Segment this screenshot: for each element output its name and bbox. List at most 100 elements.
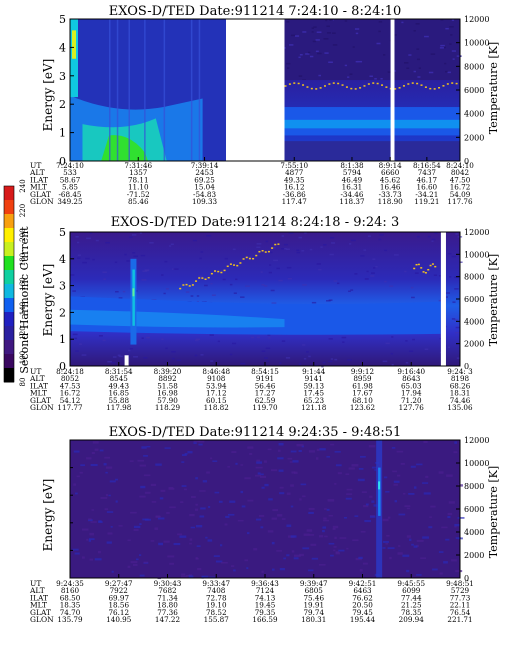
texture-cell xyxy=(195,557,198,560)
texture-cell xyxy=(315,39,320,41)
table-cell: 65.03 xyxy=(401,381,422,390)
texture-cell xyxy=(249,452,253,455)
table-cell: 79.45 xyxy=(352,608,373,617)
texture-cell xyxy=(338,549,345,552)
temperature-point xyxy=(442,85,445,87)
texture-cell xyxy=(264,357,268,359)
y-tick-label: 0 xyxy=(59,360,66,373)
texture-cell xyxy=(169,562,175,565)
texture-cell xyxy=(296,251,301,254)
texture-cell xyxy=(298,363,302,365)
texture-cell xyxy=(286,248,290,251)
texture-cell xyxy=(179,535,187,538)
texture-cell xyxy=(323,517,327,520)
texture-cell xyxy=(165,288,169,290)
temperature-point xyxy=(223,269,226,272)
temperature-point xyxy=(359,87,362,89)
texture-cell xyxy=(142,518,149,521)
temperature-point xyxy=(427,268,430,271)
table-cell: 5729 xyxy=(451,586,470,595)
table-cell: 349.25 xyxy=(57,197,83,206)
texture-cell xyxy=(427,235,431,238)
texture-cell xyxy=(82,261,87,264)
striation xyxy=(163,19,166,161)
panel-3-title: EXOS-D/TED Date:911214 9:24:35 - 9:48:51 xyxy=(109,425,402,440)
texture-cell xyxy=(328,514,333,517)
temperature-point xyxy=(226,265,229,268)
panel-2: EXOS-D/TED Date:911214 8:24:18 - 9:24: 3… xyxy=(29,215,500,412)
table-cell: 69.25 xyxy=(194,175,215,184)
texture-cell xyxy=(442,46,446,49)
table-cell: 19.91 xyxy=(303,601,324,610)
texture-cell xyxy=(293,471,298,474)
temperature-point xyxy=(252,257,255,260)
texture-cell xyxy=(210,360,214,362)
table-cell: -33.73 xyxy=(379,190,402,199)
table-cell: 118.82 xyxy=(204,403,229,412)
texture-cell xyxy=(233,569,236,572)
temperature-point xyxy=(420,267,423,269)
table-cell: 8643 xyxy=(402,374,421,383)
texture-cell xyxy=(328,299,333,301)
texture-cell xyxy=(384,249,388,252)
texture-cell xyxy=(115,290,119,293)
texture-cell xyxy=(143,357,148,359)
row-label: ALT xyxy=(29,586,45,595)
texture-cell xyxy=(306,351,309,353)
table-cell: 76.12 xyxy=(108,608,129,617)
texture-cell xyxy=(260,526,264,529)
striation xyxy=(190,19,193,161)
texture-cell xyxy=(287,277,293,280)
temperature-point xyxy=(179,287,182,290)
texture-cell xyxy=(188,575,194,578)
texture-cell xyxy=(286,266,292,269)
colorbar-swatch xyxy=(4,214,14,229)
texture-cell xyxy=(371,272,375,274)
texture-cell xyxy=(431,238,436,241)
temperature-point xyxy=(274,243,277,246)
table-cell: 9:24: 3 xyxy=(447,367,473,376)
texture-cell xyxy=(354,28,360,30)
temperature-point xyxy=(182,284,185,286)
texture-cell xyxy=(349,73,353,75)
table-cell: 2453 xyxy=(195,168,214,177)
texture-cell xyxy=(332,527,336,530)
row-label: UT xyxy=(30,367,41,376)
texture-cell xyxy=(413,486,417,489)
texture-cell xyxy=(225,515,230,518)
texture-cell xyxy=(141,279,147,281)
texture-cell xyxy=(344,20,348,22)
texture-cell xyxy=(310,543,317,546)
texture-cell xyxy=(369,75,373,78)
texture-cell xyxy=(364,278,369,280)
table-cell: 155.87 xyxy=(204,615,230,624)
texture-cell xyxy=(311,301,317,304)
table-cell: 9:42:51 xyxy=(349,579,377,588)
texture-cell xyxy=(458,484,463,487)
row-label: ILAT xyxy=(30,593,48,602)
texture-cell xyxy=(272,509,279,512)
texture-cell xyxy=(382,360,388,363)
texture-cell xyxy=(438,471,444,474)
texture-cell xyxy=(112,356,117,358)
texture-cell xyxy=(408,350,414,352)
texture-cell xyxy=(382,518,389,522)
texture-cell xyxy=(246,567,249,570)
table-cell: 58.67 xyxy=(60,175,81,184)
temperature-point xyxy=(255,254,258,257)
data-gap xyxy=(390,19,395,161)
table-cell: 79.74 xyxy=(303,608,324,617)
texture-cell xyxy=(195,338,201,341)
texture-cell xyxy=(293,554,301,557)
texture-cell xyxy=(391,447,396,449)
texture-cell xyxy=(245,285,250,287)
texture-cell xyxy=(201,576,204,579)
texture-cell xyxy=(143,455,148,457)
texture-cell xyxy=(94,448,99,451)
texture-cell xyxy=(322,530,325,533)
texture-cell xyxy=(341,336,347,339)
texture-cell xyxy=(412,338,416,341)
table-cell: 68.50 xyxy=(60,593,81,602)
texture-cell xyxy=(374,469,377,471)
texture-cell xyxy=(194,508,199,511)
